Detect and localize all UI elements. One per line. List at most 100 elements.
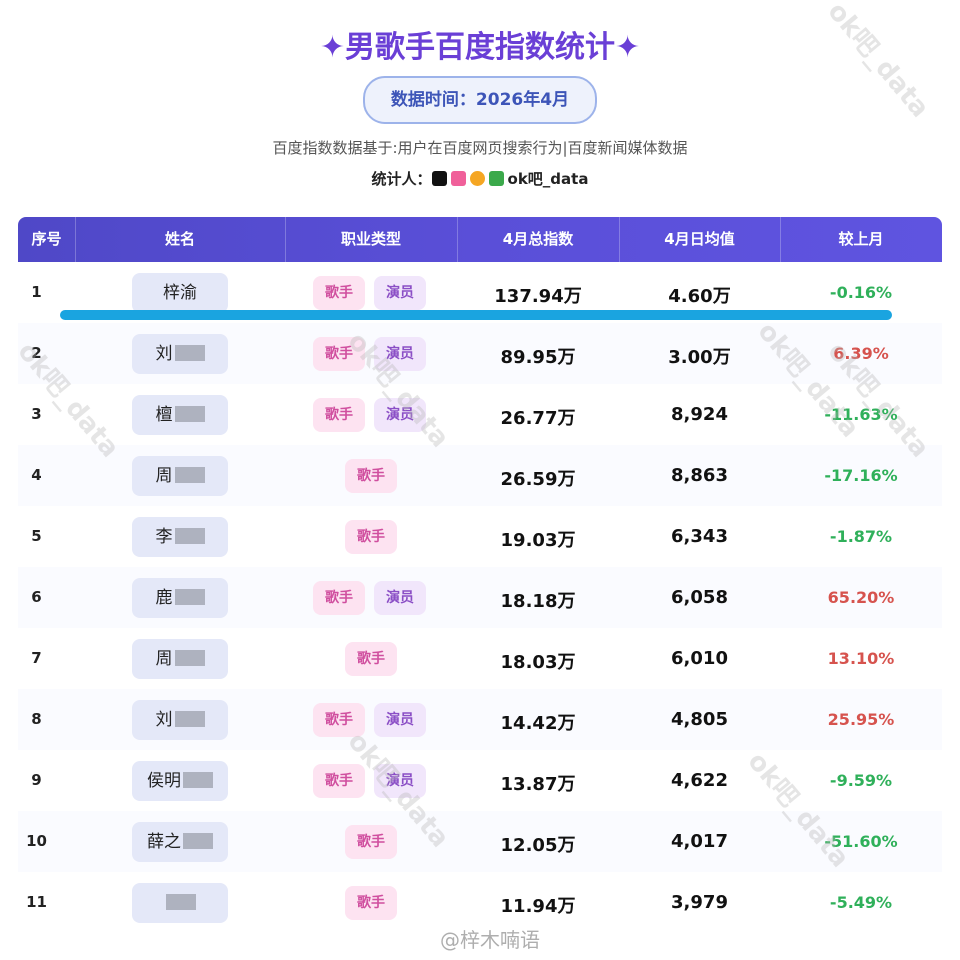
name: 鹿 <box>155 587 173 608</box>
rank: 1 <box>31 282 42 301</box>
table-header: 序号 姓名 职业类型 4月总指数 4月日均值 较上月 <box>18 217 942 262</box>
role-tag: 歌手 <box>313 397 365 432</box>
total-index: 13.87万 <box>500 773 576 795</box>
month-change: 13.10% <box>827 648 895 668</box>
rank: 4 <box>31 465 42 484</box>
column-header: 职业类型 <box>285 217 458 262</box>
role-tag: 歌手 <box>313 580 365 615</box>
name-box: 周 <box>132 455 228 496</box>
role-tag: 歌手 <box>345 519 397 554</box>
icon <box>469 171 485 186</box>
daily-average: 8,924 <box>671 403 728 425</box>
column-header: 4月总指数 <box>457 217 620 262</box>
daily-average: 4.60万 <box>668 285 731 307</box>
rank: 11 <box>26 892 47 911</box>
role-tag: 歌手 <box>345 458 397 493</box>
name: 刘 <box>155 709 173 730</box>
blur <box>174 710 205 727</box>
month-change: -9.59% <box>829 770 893 790</box>
column-header: 序号 <box>18 217 76 262</box>
total-index: 137.94万 <box>494 285 582 307</box>
rank: 9 <box>31 770 42 789</box>
column-header: 姓名 <box>75 217 286 262</box>
rank: 2 <box>31 343 42 362</box>
role-tag: 演员 <box>374 336 426 371</box>
stat-line: 统计人： ok吧_data <box>0 168 960 189</box>
daily-average: 8,863 <box>671 464 728 486</box>
total-index: 14.42万 <box>500 712 576 734</box>
rank: 8 <box>31 709 42 728</box>
total-index: 12.05万 <box>500 834 576 856</box>
month-change: -11.63% <box>824 404 898 424</box>
blur <box>174 405 205 422</box>
rank: 3 <box>31 404 42 423</box>
name-box: 梓渝 <box>132 272 228 313</box>
icon <box>488 171 504 186</box>
daily-average: 4,805 <box>671 708 728 730</box>
role-tag: 演员 <box>374 580 426 615</box>
rank: 7 <box>31 648 42 667</box>
name-box: 刘 <box>132 699 228 740</box>
role-tag: 歌手 <box>345 885 397 920</box>
name-box: 鹿 <box>132 577 228 618</box>
blur <box>183 832 213 849</box>
name: 刘 <box>155 343 173 364</box>
role-tag: 歌手 <box>345 824 397 859</box>
total-index: 11.94万 <box>500 895 576 917</box>
role-tag: 歌手 <box>345 641 397 676</box>
icon <box>450 171 466 186</box>
blur <box>174 466 205 483</box>
role-tag: 演员 <box>374 702 426 737</box>
daily-average: 6,058 <box>671 586 728 608</box>
blur <box>174 588 205 605</box>
blur <box>166 893 196 910</box>
highlight-line <box>60 309 892 320</box>
credit-watermark: @梓木喃语 <box>440 928 540 952</box>
name-box: 李 <box>132 516 228 557</box>
date-badge: 数据时间：2026年4月 <box>363 76 597 124</box>
name: 薛之 <box>147 831 181 852</box>
daily-average: 3.00万 <box>668 346 731 368</box>
role-tag: 演员 <box>374 275 426 310</box>
month-change: -1.87% <box>829 526 893 546</box>
name-box: 刘 <box>132 333 228 374</box>
name-box: 薛之 <box>132 821 228 862</box>
subtitle: 百度指数数据基于:用户在百度网页搜索行为|百度新闻媒体数据 <box>272 139 688 157</box>
name: 周 <box>155 648 173 669</box>
blur <box>174 344 205 361</box>
name: 梓渝 <box>163 282 197 303</box>
blur <box>174 527 205 544</box>
rank: 10 <box>26 831 47 850</box>
name: 周 <box>155 465 173 486</box>
daily-average: 3,979 <box>671 891 728 913</box>
stat-label: 统计人： <box>371 170 432 188</box>
total-index: 18.03万 <box>500 651 576 673</box>
month-change: -17.16% <box>824 465 898 485</box>
month-change: -5.49% <box>829 892 893 912</box>
month-change: -51.60% <box>824 831 898 851</box>
month-change: 65.20% <box>827 587 895 607</box>
icon <box>431 171 447 186</box>
name: 檀 <box>155 404 173 425</box>
name-box: 周 <box>132 638 228 679</box>
name-box: 檀 <box>132 394 228 435</box>
total-index: 18.18万 <box>500 590 576 612</box>
daily-average: 4,622 <box>671 769 728 791</box>
total-index: 26.59万 <box>500 468 576 490</box>
blur <box>174 649 205 666</box>
name-box: 侯明 <box>132 760 228 801</box>
month-change: -0.16% <box>829 282 893 302</box>
role-tag: 歌手 <box>313 702 365 737</box>
month-change: 6.39% <box>833 343 889 363</box>
daily-average: 4,017 <box>671 830 728 852</box>
role-tag: 演员 <box>374 397 426 432</box>
rank: 6 <box>31 587 42 606</box>
title: ✦男歌手百度指数统计✦ <box>319 30 641 65</box>
role-tag: 歌手 <box>313 275 365 310</box>
role-tag: 歌手 <box>313 336 365 371</box>
total-index: 26.77万 <box>500 407 576 429</box>
role-tag: 歌手 <box>313 763 365 798</box>
name-box <box>132 882 228 923</box>
column-header: 较上月 <box>838 230 884 248</box>
